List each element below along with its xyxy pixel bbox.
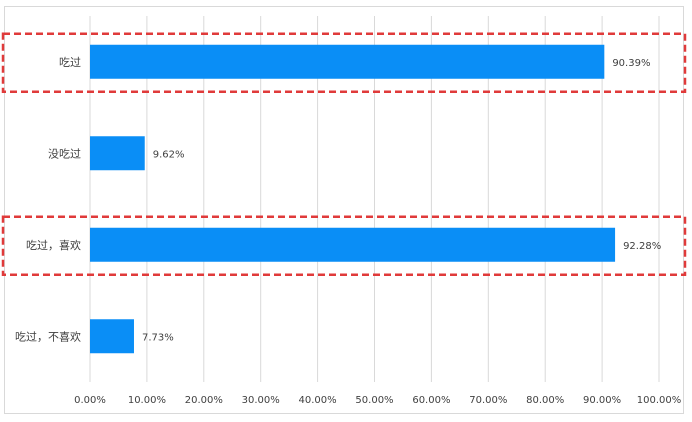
x-tick-label: 100.00% — [637, 395, 682, 406]
bar — [90, 227, 616, 262]
bar — [90, 44, 605, 79]
value-label: 9.62% — [153, 149, 185, 160]
value-label: 90.39% — [612, 58, 650, 69]
value-label: 92.28% — [623, 241, 661, 252]
highlight-boxes — [1, 32, 687, 276]
highlight-box — [1, 32, 687, 93]
x-tick-label: 0.00% — [74, 395, 106, 406]
labels: 0.00% 10.00% 20.00% 30.00% 40.00% 50.00% 60.00… — [15, 56, 681, 406]
x-tick-label: 10.00% — [128, 395, 166, 406]
category-label: 吃过，不喜欢 — [15, 329, 81, 343]
x-tick-label: 30.00% — [242, 395, 280, 406]
bar — [90, 136, 145, 171]
x-tick-label: 40.00% — [299, 395, 337, 406]
highlight-box — [1, 215, 687, 276]
x-tick-label: 80.00% — [526, 395, 564, 406]
category-label: 吃过，喜欢 — [26, 238, 81, 252]
x-tick-label: 50.00% — [355, 395, 393, 406]
x-tick-label: 20.00% — [185, 395, 223, 406]
category-label: 没吃过 — [48, 147, 81, 160]
bars — [90, 44, 616, 354]
value-label: 7.73% — [142, 332, 174, 343]
bar — [90, 319, 134, 354]
category-label: 吃过 — [59, 56, 81, 69]
x-tick-label: 90.00% — [583, 395, 621, 406]
x-tick-label: 60.00% — [412, 395, 450, 406]
x-tick-label: 70.00% — [469, 395, 507, 406]
